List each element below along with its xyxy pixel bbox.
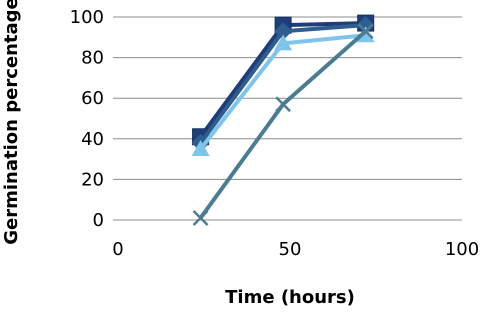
data-point-s4-2: [275, 96, 292, 113]
x-axis-title: Time (hours): [225, 287, 355, 308]
y-tick-label: 80: [81, 48, 104, 69]
series-line-4: [198, 29, 368, 220]
y-tick-label: 100: [70, 7, 104, 28]
x-tick-labels: 0 50 100: [112, 239, 479, 260]
data-point-s3-2: [274, 34, 293, 51]
y-tick-label: 0: [93, 210, 104, 231]
x-tick-label: 50: [279, 239, 302, 260]
data-point-s4-1: [192, 210, 209, 226]
data-point-s3-1: [191, 139, 210, 156]
data-point-s4-3: [357, 23, 374, 40]
y-tick-labels: 0 20 40 60 80 100: [70, 7, 104, 231]
y-tick-label: 20: [81, 169, 104, 190]
x-tick-label: 100: [445, 239, 479, 260]
data-point-s3-3: [356, 26, 375, 43]
x-tick-label: 0: [112, 239, 123, 260]
data-point-s2-3: [356, 16, 375, 35]
data-point-s2-2: [274, 22, 293, 41]
series: [191, 14, 375, 226]
y-axis-title: Germination percentage: [1, 0, 22, 245]
y-tick-label: 60: [81, 88, 104, 109]
y-tick-label: 40: [81, 129, 104, 150]
